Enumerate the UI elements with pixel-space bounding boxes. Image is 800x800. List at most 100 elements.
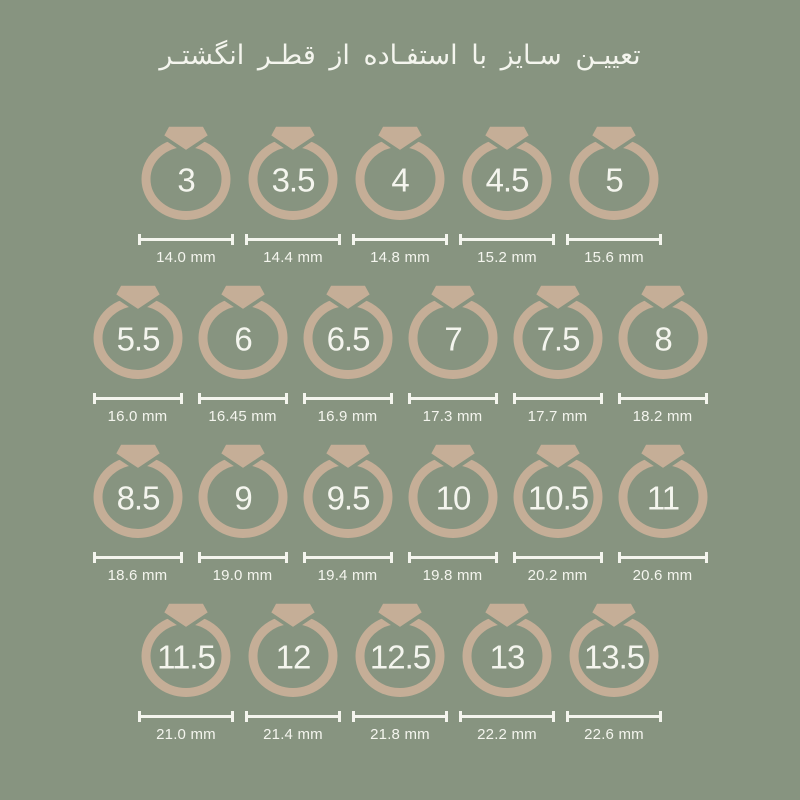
diameter-measure-line: [566, 234, 662, 245]
diameter-measure-line: [92, 552, 183, 563]
ring-size-item: 11 20.6 mm: [615, 440, 711, 584]
ring-size-number: 11.5: [157, 639, 215, 676]
ring-size-number: 7.5: [536, 321, 579, 358]
ring-size-number: 3: [177, 162, 194, 199]
ring-row-1: 3 14.0 mm 3.5 14.4 mm 4 14.8 mm 4.5 15.2…: [0, 122, 800, 266]
diameter-label: 14.8 mm: [370, 249, 430, 266]
ring-size-item: 7.5 17.7 mm: [510, 281, 606, 425]
diameter-measure-line: [245, 234, 341, 245]
diameter-measure-line: [138, 711, 234, 722]
ring-icon: 6: [198, 282, 287, 379]
ring-size-number: 8: [654, 321, 671, 358]
ring-icon: 13.5: [569, 600, 659, 697]
diamond-icon: [159, 123, 213, 155]
diamond-icon: [636, 441, 689, 473]
ring-icon: 5.5: [93, 282, 182, 379]
ring-size-item: 12 21.4 mm: [245, 599, 341, 743]
diameter-measure-line: [92, 393, 183, 404]
ring-size-item: 4 14.8 mm: [352, 122, 448, 266]
diameter-measure-line: [617, 393, 708, 404]
ring-size-number: 12: [276, 639, 311, 676]
ring-size-item: 6 16.45 mm: [195, 281, 291, 425]
diameter-measure-line: [459, 711, 555, 722]
ring-size-number: 4: [391, 162, 409, 199]
diameter-measure-line: [302, 552, 393, 563]
diamond-icon: [636, 282, 689, 314]
ring-size-item: 8 18.2 mm: [615, 281, 711, 425]
diamond-icon: [111, 441, 164, 473]
ring-icon: 4: [355, 123, 445, 220]
diameter-label: 17.7 mm: [527, 408, 588, 425]
ring-icon: 7.5: [513, 282, 602, 379]
diameter-label: 20.2 mm: [527, 567, 588, 584]
ring-row-4: 11.5 21.0 mm 12 21.4 mm 12.5 21.8 mm 13 …: [0, 599, 800, 743]
ring-size-number: 10.5: [527, 480, 587, 517]
ring-size-number: 5: [605, 162, 622, 199]
diameter-label: 14.4 mm: [263, 249, 323, 266]
diamond-icon: [373, 600, 427, 632]
ring-size-item: 5.5 16.0 mm: [90, 281, 186, 425]
ring-size-item: 13 22.2 mm: [459, 599, 555, 743]
diameter-label: 21.8 mm: [370, 726, 430, 743]
ring-icon: 8: [618, 282, 707, 379]
diameter-label: 22.2 mm: [477, 726, 537, 743]
diamond-icon: [159, 600, 213, 632]
diamond-icon: [480, 600, 534, 632]
ring-icon: 12: [248, 600, 338, 697]
page-title: تعییـن سـایز با استفـاده از قطـر انگشتـر: [159, 40, 641, 71]
ring-icon: 10.5: [513, 441, 602, 538]
ring-icon: 3: [141, 123, 231, 220]
diamond-icon: [216, 282, 269, 314]
diamond-icon: [321, 282, 374, 314]
diameter-label: 15.6 mm: [584, 249, 644, 266]
ring-size-number: 4.5: [486, 162, 529, 199]
ring-size-number: 3.5: [272, 162, 315, 199]
diamond-icon: [373, 123, 427, 155]
ring-size-item: 10.5 20.2 mm: [510, 440, 606, 584]
ring-size-item: 4.5 15.2 mm: [459, 122, 555, 266]
diamond-icon: [111, 282, 164, 314]
ring-size-item: 6.5 16.9 mm: [300, 281, 396, 425]
ring-row-3: 8.5 18.6 mm 9 19.0 mm 9.5 19.4 mm 10 19.…: [0, 440, 800, 584]
diamond-icon: [531, 282, 584, 314]
diameter-measure-line: [138, 234, 234, 245]
ring-size-number: 13: [490, 639, 525, 676]
diameter-measure-line: [617, 552, 708, 563]
diameter-measure-line: [407, 393, 498, 404]
ring-icon: 9.5: [303, 441, 392, 538]
diameter-label: 16.0 mm: [107, 408, 168, 425]
ring-size-item: 9.5 19.4 mm: [300, 440, 396, 584]
ring-icon: 8.5: [93, 441, 182, 538]
diamond-icon: [587, 123, 641, 155]
ring-size-item: 3.5 14.4 mm: [245, 122, 341, 266]
ring-icon: 9: [198, 441, 287, 538]
diameter-measure-line: [302, 393, 393, 404]
diameter-measure-line: [459, 234, 555, 245]
ring-size-number: 6.5: [326, 321, 369, 358]
ring-icon: 6.5: [303, 282, 392, 379]
ring-size-number: 6: [234, 321, 251, 358]
ring-size-item: 9 19.0 mm: [195, 440, 291, 584]
ring-icon: 4.5: [462, 123, 552, 220]
ring-size-item: 13.5 22.6 mm: [566, 599, 662, 743]
diameter-measure-line: [407, 552, 498, 563]
ring-row-2: 5.5 16.0 mm 6 16.45 mm 6.5 16.9 mm 7 17.…: [0, 281, 800, 425]
ring-size-item: 12.5 21.8 mm: [352, 599, 448, 743]
diameter-label: 19.8 mm: [422, 567, 483, 584]
ring-size-item: 8.5 18.6 mm: [90, 440, 186, 584]
ring-size-item: 10 19.8 mm: [405, 440, 501, 584]
diameter-measure-line: [566, 711, 662, 722]
ring-icon: 11.5: [141, 600, 231, 697]
ring-size-number: 12.5: [370, 639, 430, 676]
diameter-measure-line: [197, 552, 288, 563]
diameter-label: 21.0 mm: [156, 726, 216, 743]
ring-size-number: 13.5: [584, 639, 644, 676]
diameter-label: 14.0 mm: [156, 249, 216, 266]
diamond-icon: [426, 282, 479, 314]
ring-size-number: 10: [435, 480, 470, 517]
ring-icon: 11: [618, 441, 707, 538]
diameter-label: 19.0 mm: [212, 567, 273, 584]
diameter-measure-line: [245, 711, 341, 722]
diamond-icon: [531, 441, 584, 473]
